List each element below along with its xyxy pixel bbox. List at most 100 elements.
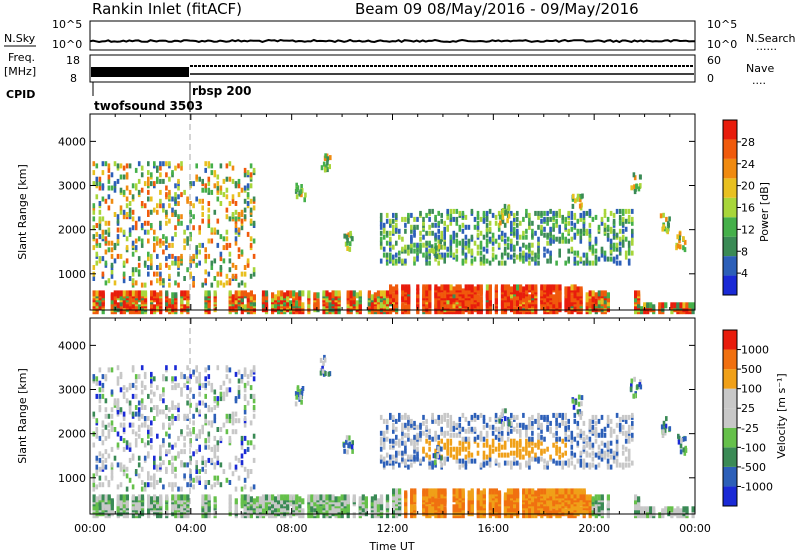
heatmap-cell: [500, 430, 504, 436]
heatmap-cell: [401, 434, 404, 440]
heatmap-cell: [198, 225, 201, 231]
heatmap-cell: [204, 460, 207, 466]
heatmap-cell: [398, 250, 401, 256]
heatmap-cell: [137, 256, 141, 262]
heatmap-cell: [458, 210, 462, 216]
heatmap-cell: [162, 398, 165, 404]
heatmap-cell: [455, 216, 459, 222]
heatmap-cell: [428, 440, 431, 446]
heatmap-cell: [392, 454, 395, 460]
heatmap-cell: [458, 446, 462, 452]
power-colorbar-segment: [723, 236, 737, 257]
heatmap-cell: [476, 214, 480, 220]
heatmap-cell: [159, 178, 162, 184]
heatmap-cell: [174, 416, 177, 421]
heatmap-cell: [467, 284, 471, 291]
heatmap-cell: [101, 420, 105, 426]
heatmap-cell: [485, 422, 489, 428]
heatmap-cell: [204, 247, 207, 253]
heatmap-cell: [274, 294, 278, 301]
heatmap-cell: [174, 494, 178, 501]
heatmap-cell: [189, 482, 192, 488]
heatmap-cell: [319, 494, 323, 501]
heatmap-cell: [177, 271, 180, 277]
heatmap-cell: [110, 198, 114, 204]
heatmap-cell: [110, 304, 114, 311]
heatmap-cell: [150, 280, 153, 286]
heatmap-cell: [213, 435, 217, 441]
heatmap-cell: [443, 240, 446, 246]
heatmap-cell: [431, 208, 434, 214]
heatmap-cell: [343, 506, 347, 513]
heatmap-cell: [252, 253, 256, 259]
heatmap-cell: [482, 488, 486, 495]
heatmap-cell: [140, 187, 144, 193]
heatmap-cell: [410, 418, 413, 424]
heatmap-cell: [510, 254, 513, 260]
heatmap-cell: [140, 380, 144, 386]
heatmap-cell: [534, 210, 537, 216]
heatmap-cell: [428, 260, 431, 266]
heatmap-cell: [168, 302, 172, 309]
heatmap-cell: [92, 300, 96, 307]
heatmap-cell: [207, 457, 211, 463]
heatmap-cell: [591, 496, 595, 503]
heatmap-cell: [519, 220, 522, 226]
power-colorbar-segment: [723, 158, 737, 179]
heatmap-cell: [594, 248, 598, 254]
heatmap-cell: [246, 380, 250, 386]
heatmap-cell: [443, 258, 446, 264]
heatmap-cell: [189, 209, 192, 215]
heatmap-cell: [171, 170, 174, 176]
heatmap-cell: [150, 209, 153, 215]
heatmap-cell: [464, 284, 468, 291]
heatmap-cell: [452, 306, 456, 313]
heatmap-cell: [497, 226, 501, 232]
heatmap-cell: [98, 482, 102, 488]
heatmap-cell: [328, 292, 332, 299]
heatmap-cell: [594, 512, 598, 519]
heatmap-cell: [128, 290, 132, 297]
heatmap-cell: [591, 504, 595, 511]
heatmap-cell: [425, 438, 428, 444]
heatmap-cell: [240, 460, 244, 466]
heatmap-cell: [437, 210, 440, 216]
heatmap-cell: [204, 512, 208, 519]
heatmap-cell: [382, 418, 386, 424]
heatmap-cell: [501, 214, 505, 220]
heatmap-cell: [119, 174, 123, 180]
heatmap-cell: [385, 290, 390, 297]
heatmap-cell: [216, 174, 220, 180]
heatmap-cell: [573, 288, 577, 295]
heatmap-cell: [113, 398, 117, 404]
heatmap-cell: [128, 231, 132, 237]
heatmap-cell: [95, 464, 99, 470]
heatmap-cell: [522, 512, 526, 519]
heatmap-cell: [631, 208, 634, 214]
heatmap-cell: [101, 429, 105, 435]
heatmap-cell: [452, 504, 456, 511]
heatmap-cell: [110, 389, 114, 395]
heatmap-cell: [425, 284, 429, 291]
heatmap-cell: [443, 456, 446, 462]
heatmap-cell: [385, 212, 389, 218]
heatmap-cell: [113, 294, 117, 301]
heatmap-cell: [156, 240, 159, 246]
heatmap-cell: [159, 444, 162, 450]
heatmap-cell: [98, 209, 102, 215]
heatmap-cell: [298, 290, 302, 297]
power-ylabel: Slant Range [km]: [16, 164, 29, 260]
heatmap-cell: [578, 203, 582, 209]
heatmap-cell: [113, 181, 117, 187]
heatmap-cell: [434, 222, 437, 228]
heatmap-cell: [346, 237, 349, 243]
heatmap-cell: [237, 192, 241, 198]
heatmap-cell: [210, 407, 214, 413]
heatmap-cell: [201, 429, 204, 435]
heatmap-cell: [110, 469, 114, 474]
nave-dots: ....: [752, 74, 766, 87]
heatmap-cell: [543, 210, 546, 216]
heatmap-cell: [664, 302, 668, 309]
heatmap-cell: [137, 407, 141, 413]
heatmap-cell: [540, 290, 544, 297]
